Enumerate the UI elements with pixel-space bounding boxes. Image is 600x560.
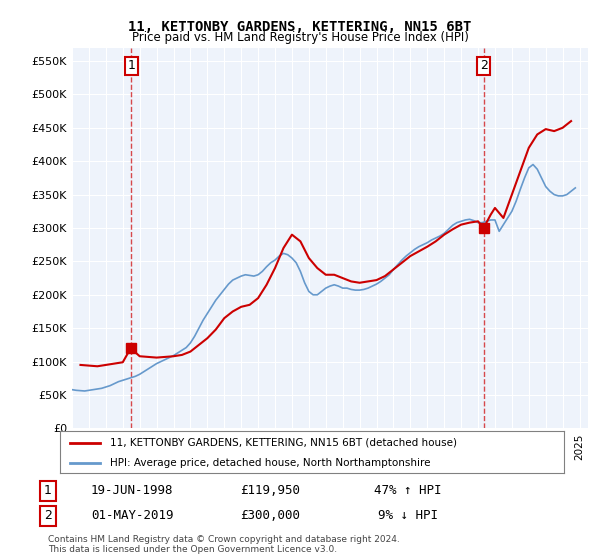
Text: 1: 1: [127, 59, 135, 72]
Text: 19-JUN-1998: 19-JUN-1998: [91, 484, 173, 497]
Text: 2: 2: [44, 510, 52, 522]
Text: 11, KETTONBY GARDENS, KETTERING, NN15 6BT: 11, KETTONBY GARDENS, KETTERING, NN15 6B…: [128, 20, 472, 34]
Text: £119,950: £119,950: [240, 484, 300, 497]
Text: Price paid vs. HM Land Registry's House Price Index (HPI): Price paid vs. HM Land Registry's House …: [131, 31, 469, 44]
Text: 11, KETTONBY GARDENS, KETTERING, NN15 6BT (detached house): 11, KETTONBY GARDENS, KETTERING, NN15 6B…: [110, 438, 457, 448]
Text: Contains HM Land Registry data © Crown copyright and database right 2024.
This d: Contains HM Land Registry data © Crown c…: [48, 535, 400, 554]
Text: 2: 2: [480, 59, 488, 72]
Text: HPI: Average price, detached house, North Northamptonshire: HPI: Average price, detached house, Nort…: [110, 458, 431, 468]
Text: 1: 1: [44, 484, 52, 497]
Text: 01-MAY-2019: 01-MAY-2019: [91, 510, 173, 522]
Text: £300,000: £300,000: [240, 510, 300, 522]
Text: 9% ↓ HPI: 9% ↓ HPI: [378, 510, 438, 522]
Text: 47% ↑ HPI: 47% ↑ HPI: [374, 484, 442, 497]
